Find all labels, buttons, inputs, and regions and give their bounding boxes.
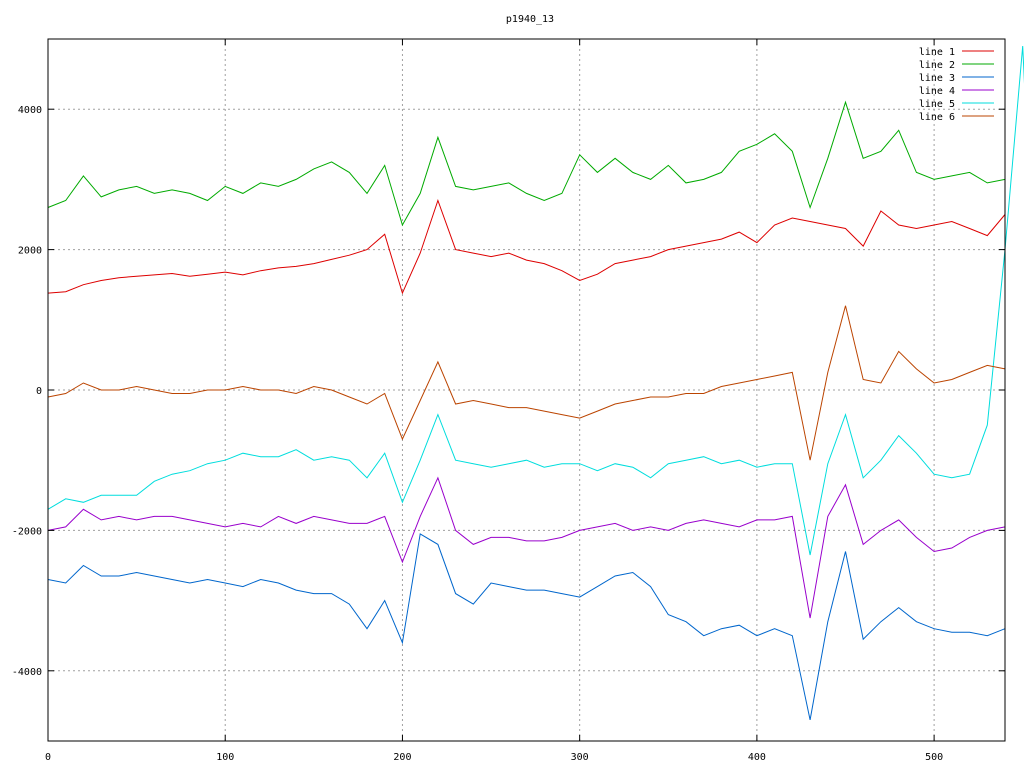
series-lines xyxy=(47,45,1024,721)
chart-title: p1940_13 xyxy=(506,14,554,25)
x-tick-label: 400 xyxy=(748,752,766,763)
y-tick-label: -4000 xyxy=(12,667,42,678)
legend-label: line 3 xyxy=(919,73,955,84)
x-tick-label: 200 xyxy=(393,752,411,763)
legend-label: line 4 xyxy=(919,86,955,97)
series-line-1 xyxy=(47,198,1006,295)
legend-label: line 6 xyxy=(919,112,955,123)
x-tick-label: 0 xyxy=(45,752,51,763)
legend-label: line 1 xyxy=(919,47,955,58)
x-tick-label: 300 xyxy=(571,752,589,763)
series-line-4 xyxy=(47,476,1006,619)
y-tick-label: 2000 xyxy=(18,246,42,257)
legend-label: line 2 xyxy=(919,60,955,71)
grid-lines xyxy=(48,39,1005,741)
legend: line 1 line 2 line 3 line 4 line 5 line 6 xyxy=(919,47,994,123)
series-line-6 xyxy=(47,305,1006,461)
x-tick-label: 500 xyxy=(925,752,943,763)
legend-label: line 5 xyxy=(919,99,955,110)
series-line-3 xyxy=(47,533,1006,721)
series-line-2 xyxy=(47,100,1006,227)
y-tick-label: 0 xyxy=(36,386,42,397)
y-tick-label: 4000 xyxy=(18,105,42,116)
x-tick-label: 100 xyxy=(216,752,234,763)
axis-ticks: 0 100 200 300 400 500 -4000 -2000 0 2000 4000 xyxy=(12,39,1005,763)
series-line-5 xyxy=(47,45,1024,556)
plot-frame xyxy=(47,38,1006,742)
y-tick-label: -2000 xyxy=(12,526,42,537)
